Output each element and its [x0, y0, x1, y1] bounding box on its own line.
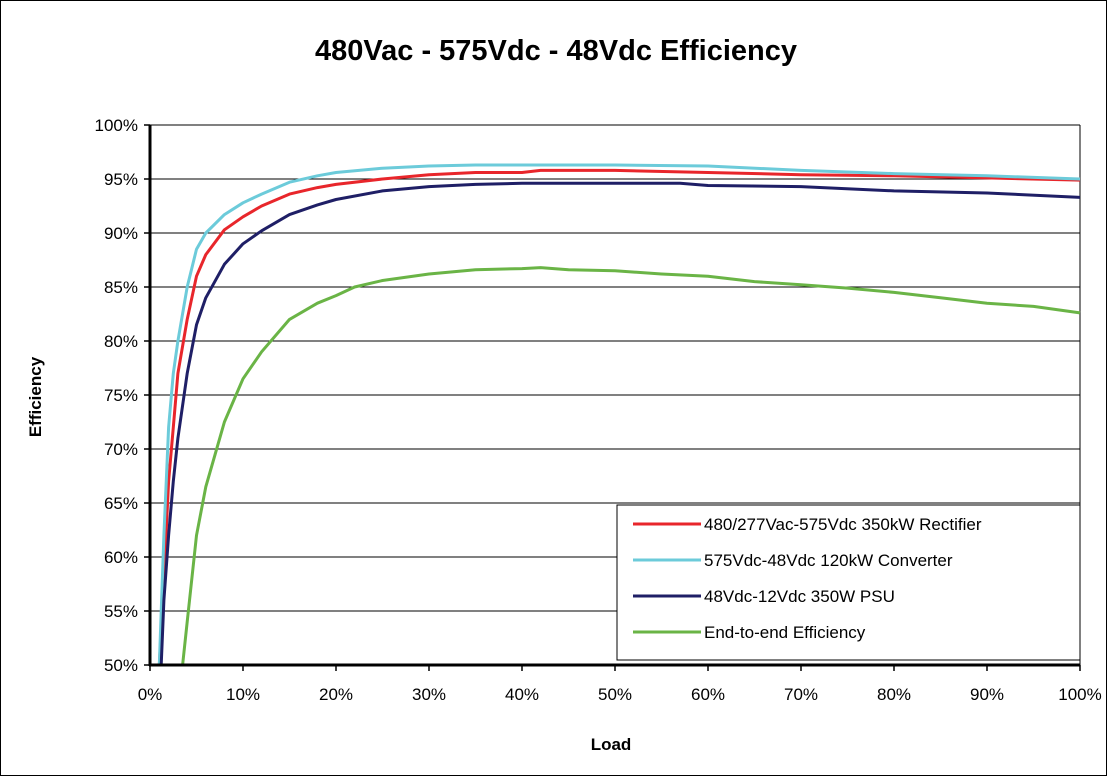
legend-label: 480/277Vac-575Vdc 350kW Rectifier — [704, 515, 982, 534]
y-tick-label: 65% — [104, 494, 138, 513]
x-tick-label: 0% — [138, 685, 163, 704]
y-tick-label: 100% — [95, 116, 138, 135]
y-tick-label: 80% — [104, 332, 138, 351]
x-tick-label: 30% — [412, 685, 446, 704]
x-axis-title: Load — [591, 735, 632, 754]
x-tick-label: 100% — [1058, 685, 1101, 704]
y-tick-label: 55% — [104, 602, 138, 621]
x-tick-label: 20% — [319, 685, 353, 704]
y-tick-label: 95% — [104, 170, 138, 189]
x-tick-label: 80% — [877, 685, 911, 704]
legend-box — [616, 504, 1081, 661]
x-tick-label: 60% — [691, 685, 725, 704]
y-tick-label: 75% — [104, 386, 138, 405]
series-line-4 — [181, 266, 1081, 666]
y-tick-label: 70% — [104, 440, 138, 459]
chart-title: 480Vac - 575Vdc - 48Vdc Efficiency — [315, 35, 797, 67]
axes — [144, 124, 1081, 671]
x-tick-label: 70% — [784, 685, 818, 704]
x-tick-label: 50% — [598, 685, 632, 704]
x-tick-label: 90% — [970, 685, 1004, 704]
y-axis-title: Efficiency — [26, 356, 45, 437]
tick-labels: 50% 55% 60% 65% 70% 75% 80% 85% 90% 95% 100% 0% 10% 2… — [95, 116, 1102, 704]
series-line-1 — [157, 168, 1081, 666]
x-tick-label: 40% — [505, 685, 539, 704]
legend: 480/277Vac-575Vdc 350kW Rectifier 575Vdc-… — [616, 504, 1081, 661]
legend-label: 575Vdc-48Vdc 120kW Converter — [704, 551, 953, 570]
legend-label: End-to-end Efficiency — [704, 623, 866, 642]
y-tick-label: 50% — [104, 656, 138, 675]
legend-label: 48Vdc-12Vdc 350W PSU — [704, 587, 895, 606]
series-line-3 — [159, 181, 1081, 666]
y-tick-label: 90% — [104, 224, 138, 243]
series-line-2 — [157, 163, 1081, 666]
y-tick-label: 85% — [104, 278, 138, 297]
y-tick-label: 60% — [104, 548, 138, 567]
series-lines — [157, 163, 1081, 666]
x-tick-label: 10% — [226, 685, 260, 704]
